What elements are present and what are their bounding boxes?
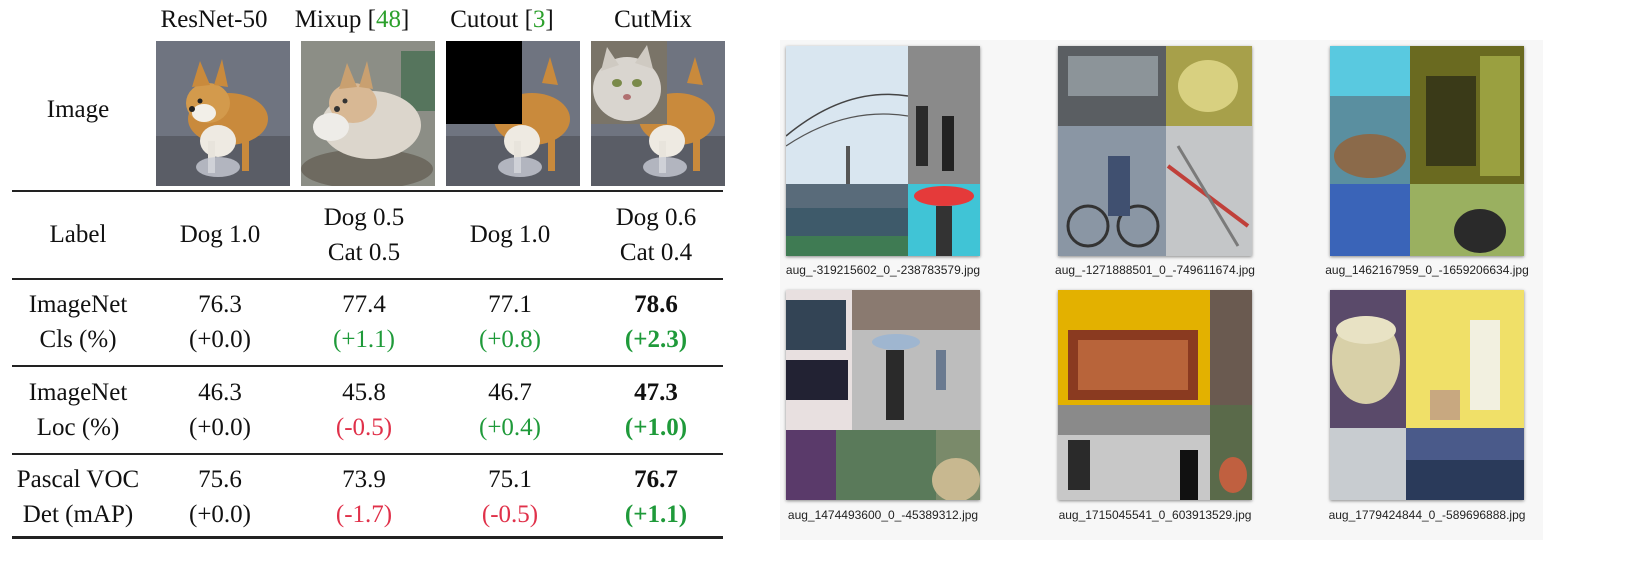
column-header-mixup: Mixup [48] (294, 6, 410, 33)
cls-cell-mixup: 77.4 (+1.1) (333, 291, 395, 353)
loc-cell-cutmix: 47.3 (+1.0) (624, 379, 688, 441)
row-label-image: Image (46, 96, 110, 123)
divider (12, 365, 723, 367)
file-name[interactable]: aug_-1271888501_0_-749611674.jpg (1055, 263, 1255, 277)
loc-cell-resnet: 46.3 (+0.0) (189, 379, 251, 441)
label-cell-cutout: Dog 1.0 (469, 221, 551, 248)
divider (12, 453, 723, 455)
loc-cell-mixup: 45.8 (-0.5) (335, 379, 393, 441)
mosaic-thumbnail[interactable] (1058, 46, 1252, 256)
cutout-image (446, 41, 580, 186)
label-cell-mixup: Dog 0.5 Cat 0.5 (323, 204, 405, 266)
det-cell-resnet: 75.6 (+0.0) (189, 466, 251, 528)
mosaic-thumbnail[interactable] (1330, 46, 1524, 256)
det-cell-mixup: 73.9 (-1.7) (335, 466, 393, 528)
file-name[interactable]: aug_-319215602_0_-238783579.jpg (785, 263, 981, 277)
mosaic-thumbnail[interactable] (1058, 290, 1252, 500)
divider (12, 536, 723, 539)
file-name[interactable]: aug_1715045541_0_603913529.jpg (1058, 508, 1252, 522)
column-header-cutmix: CutMix (614, 6, 692, 33)
row-label-imagenet-cls: ImageNet Cls (%) (28, 291, 128, 353)
mosaic-thumbnail[interactable] (786, 290, 980, 500)
mosaic-thumbnail[interactable] (1330, 290, 1524, 500)
det-cell-cutout: 75.1 (-0.5) (481, 466, 539, 528)
label-cell-cutmix: Dog 0.6 Cat 0.4 (615, 204, 697, 266)
column-header-cutout: Cutout [3] (450, 6, 554, 33)
row-label-imagenet-loc: ImageNet Loc (%) (28, 379, 128, 441)
file-name[interactable]: aug_1474493600_0_-45389312.jpg (787, 508, 979, 522)
divider (12, 190, 723, 192)
cls-cell-resnet: 76.3 (+0.0) (189, 291, 251, 353)
column-header-resnet: ResNet-50 (160, 6, 268, 33)
cls-cell-cutout: 77.1 (+0.8) (479, 291, 541, 353)
row-label-label: Label (49, 221, 107, 248)
mixup-image (301, 41, 435, 186)
loc-cell-cutout: 46.7 (+0.4) (479, 379, 541, 441)
label-cell-resnet: Dog 1.0 (179, 221, 261, 248)
cls-cell-cutmix: 78.6 (+2.3) (624, 291, 688, 353)
mosaic-thumbnail[interactable] (786, 46, 980, 256)
file-name[interactable]: aug_1462167959_0_-1659206634.jpg (1325, 263, 1529, 277)
divider (12, 278, 723, 280)
cutmix-image (591, 41, 725, 186)
file-name[interactable]: aug_1779424844_0_-589696888.jpg (1328, 508, 1526, 522)
dog-image-resnet (156, 41, 290, 186)
det-cell-cutmix: 76.7 (+1.1) (624, 466, 688, 528)
row-label-voc-det: Pascal VOC Det (mAP) (16, 466, 140, 528)
